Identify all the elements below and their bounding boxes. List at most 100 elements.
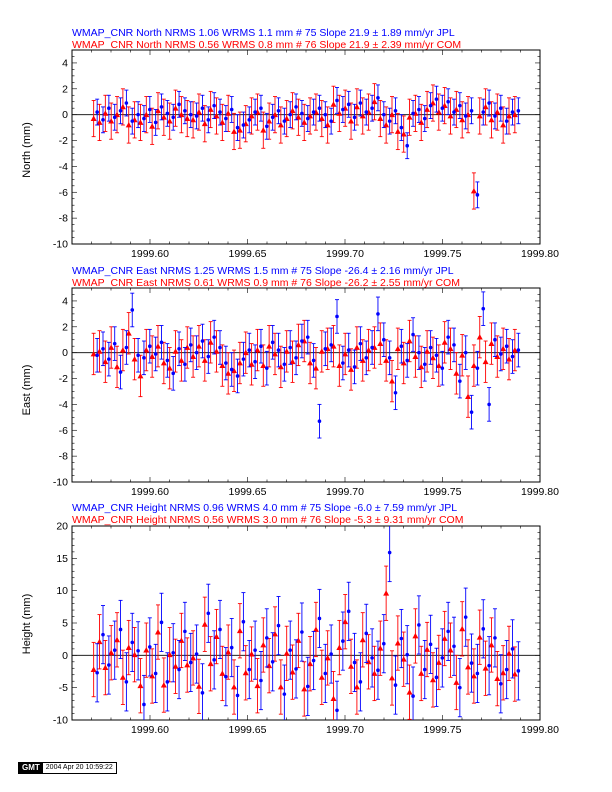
height-com-point — [453, 679, 460, 685]
height-jpl-point — [265, 636, 269, 640]
height-xtick-label: 1999.60 — [131, 724, 169, 736]
north-com-point — [500, 122, 507, 128]
north-com-point — [236, 127, 243, 133]
east-com-point — [277, 363, 284, 370]
height-com-point — [231, 684, 238, 690]
east-com-point — [400, 360, 407, 366]
east-xtick-label: 1999.70 — [326, 486, 364, 498]
east-jpl-point — [364, 356, 369, 360]
east-jpl-point — [101, 346, 105, 351]
height-jpl-point — [399, 636, 404, 641]
east-com-point — [412, 353, 419, 359]
height-com-point — [90, 666, 97, 672]
east-jpl-point — [177, 346, 181, 351]
north-jpl-point — [481, 110, 486, 114]
height-jpl-point — [107, 663, 111, 667]
east-com-point — [266, 343, 273, 349]
north-com-point — [388, 111, 395, 118]
height-jpl-point — [469, 661, 474, 665]
height-com-point — [511, 671, 518, 677]
north-com-point — [277, 122, 284, 128]
east-ytick-label: 0 — [62, 347, 68, 359]
height-jpl-point — [235, 693, 240, 698]
north-data-layer — [90, 83, 521, 210]
height-com-point — [160, 682, 167, 688]
north-com-point — [90, 115, 97, 121]
north-jpl-point — [212, 103, 216, 108]
north-jpl-point — [194, 114, 199, 118]
east-jpl-point — [142, 356, 146, 360]
east-jpl-point — [370, 345, 374, 350]
height-com-point — [248, 651, 255, 657]
east-com-point — [488, 340, 495, 347]
east-jpl-point — [493, 337, 497, 342]
east-ytick-label: -2 — [59, 373, 68, 385]
north-jpl-point — [422, 116, 427, 121]
north-jpl-point — [440, 106, 445, 110]
north-jpl-point — [504, 119, 509, 123]
height-com-point — [336, 644, 343, 650]
east-ytick-label: -10 — [53, 477, 68, 489]
height-jpl-point — [516, 669, 521, 673]
east-jpl-point — [218, 345, 222, 350]
height-jpl-point — [288, 648, 293, 652]
height-com-point — [277, 684, 284, 690]
north-com-point — [266, 118, 273, 124]
height-com-point — [190, 654, 197, 661]
height-jpl-point — [341, 639, 345, 643]
east-jpl-point — [212, 335, 216, 339]
height-jpl-point — [329, 652, 333, 656]
east-com-point — [406, 338, 413, 344]
height-jpl-point — [130, 640, 135, 645]
north-com-point — [470, 187, 477, 194]
height-com-point — [143, 647, 150, 653]
east-com-point — [90, 350, 97, 357]
north-title-com: WMAP_CNR North NRMS 0.56 WRMS 0.8 mm # 7… — [72, 39, 461, 51]
north-com-point — [459, 116, 466, 123]
east-jpl-point — [288, 345, 293, 350]
height-ytick-label: -10 — [53, 715, 68, 727]
east-jpl-point — [305, 335, 310, 339]
north-com-point — [482, 103, 489, 110]
north-jpl-point — [376, 96, 380, 100]
east-com-point — [236, 360, 243, 366]
north-com-point — [184, 115, 191, 121]
north-jpl-point — [118, 108, 123, 113]
east-jpl-point — [352, 365, 357, 369]
north-jpl-point — [411, 111, 415, 116]
north-ytick-label: -4 — [59, 161, 68, 173]
height-jpl-point — [159, 620, 164, 625]
east-com-point — [394, 345, 401, 352]
height-com-point — [207, 660, 214, 667]
north-jpl-point — [247, 118, 252, 122]
height-com-point — [500, 669, 507, 676]
height-com-point — [137, 682, 144, 689]
north-com-point — [400, 131, 407, 137]
east-xtick-label: 1999.80 — [521, 486, 559, 498]
height-jpl-point — [370, 656, 374, 660]
east-jpl-point — [124, 345, 129, 350]
height-com-point — [242, 669, 249, 676]
north-com-point — [383, 122, 390, 128]
north-jpl-point — [177, 102, 181, 107]
height-jpl-point — [101, 632, 105, 637]
height-jpl-point — [188, 660, 193, 665]
height-com-point — [348, 663, 355, 669]
east-com-point — [336, 362, 343, 368]
east-jpl-point — [434, 353, 439, 358]
north-jpl-point — [311, 110, 316, 114]
east-com-point — [424, 348, 431, 354]
north-jpl-point — [475, 193, 480, 197]
east-com-point — [289, 358, 296, 365]
height-com-point — [119, 674, 126, 680]
east-jpl-point — [504, 344, 509, 349]
east-jpl-point — [346, 348, 351, 352]
north-ytick-label: 4 — [62, 57, 68, 69]
north-jpl-point — [153, 120, 158, 125]
height-com-point — [236, 627, 243, 634]
height-com-point — [435, 659, 442, 665]
east-com-point — [342, 350, 349, 357]
height-jpl-point — [452, 644, 456, 649]
north-jpl-point — [382, 112, 386, 117]
